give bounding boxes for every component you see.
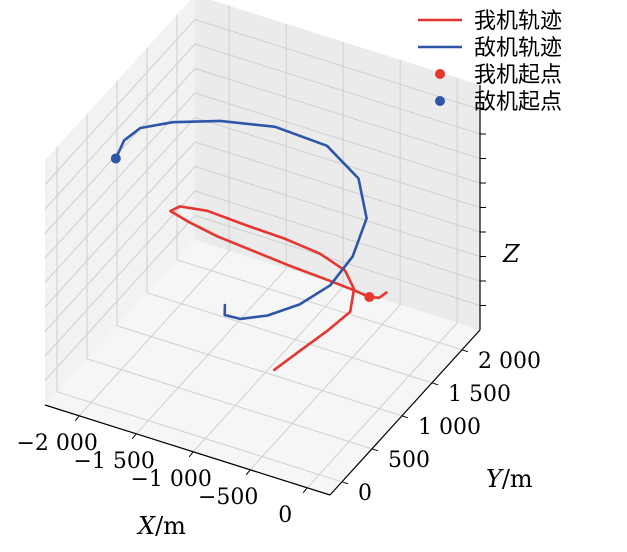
y-axis-label-var: Y [486,465,504,493]
x-axis-line [44,404,331,496]
start-point [110,153,121,164]
gridline-z [44,214,481,381]
y-tick-mark [401,415,409,419]
legend-label: 敌机起点 [474,90,562,115]
gridline-x [78,5,230,417]
y-tick-label: 500 [388,448,430,473]
gridline-z [44,67,481,234]
y-tick-label: 0 [358,481,372,506]
gridline-z [44,18,481,185]
svg-text:X/m: X/m [136,512,186,540]
gridline-z [44,165,481,332]
x-axis-label-unit: /m [155,512,186,540]
y-tick-mark [341,481,349,485]
gridline-z [44,43,481,210]
gridline-z [44,116,481,283]
start-point [364,292,375,303]
x-tick-mark [245,469,251,476]
gridline-x [306,77,458,489]
gridlines [44,5,481,489]
y-tick-mark [371,448,379,452]
back-pane [195,0,480,330]
x-axis-label-var: X [136,512,156,540]
y-tick-mark [431,382,439,386]
x-tick-label: 0 [278,503,292,528]
series-line [114,119,368,321]
start-points [110,153,375,303]
z-axis-label: Z [502,240,521,268]
x-tick-label: −1 000 [130,467,211,492]
x-axis-label: X/m [136,512,186,540]
legend-point-swatch [435,69,445,79]
y-tick-label: 1 000 [418,415,481,440]
floor-pane [45,240,480,495]
y-axis-label-unit: /m [502,465,533,493]
y-axis-label: Y/m [486,465,533,493]
tick-labels: −2 000−1 500−1 000−500 0 0 500 1 000 1 500 2 0… [16,109,541,528]
y-tick-mark [461,349,469,353]
gridline-x [135,23,287,435]
gridline-y [56,146,343,483]
x-tick-label: −1 500 [73,449,154,474]
legend-label: 敌机轨迹 [474,36,562,61]
series-group [114,119,388,372]
svg-text:Y/m: Y/m [486,465,533,493]
legend-point-swatch [435,96,445,106]
x-tick-mark [302,487,308,494]
gridline-y [86,113,373,450]
x-tick-mark [188,451,194,458]
side-pane [45,0,195,405]
x-tick-label: −2 000 [16,431,97,456]
y-tick-label: 2 000 [478,349,541,374]
x-tick-mark [74,415,80,422]
legend-label: 我机轨迹 [474,9,562,34]
series-line [169,205,388,372]
gridline-y [146,47,433,384]
x-tick-label: −500 [198,485,258,510]
axis-panes [45,0,480,495]
gridline-y [176,14,463,351]
x-tick-mark [131,433,137,440]
gridline-x [249,59,401,471]
gridline-z [44,190,481,357]
y-axis-line [329,329,481,496]
gridline-z [44,92,481,259]
gridline-z [44,141,481,308]
legend-label: 我机起点 [474,63,562,88]
y-tick-label: 1 500 [448,382,511,407]
